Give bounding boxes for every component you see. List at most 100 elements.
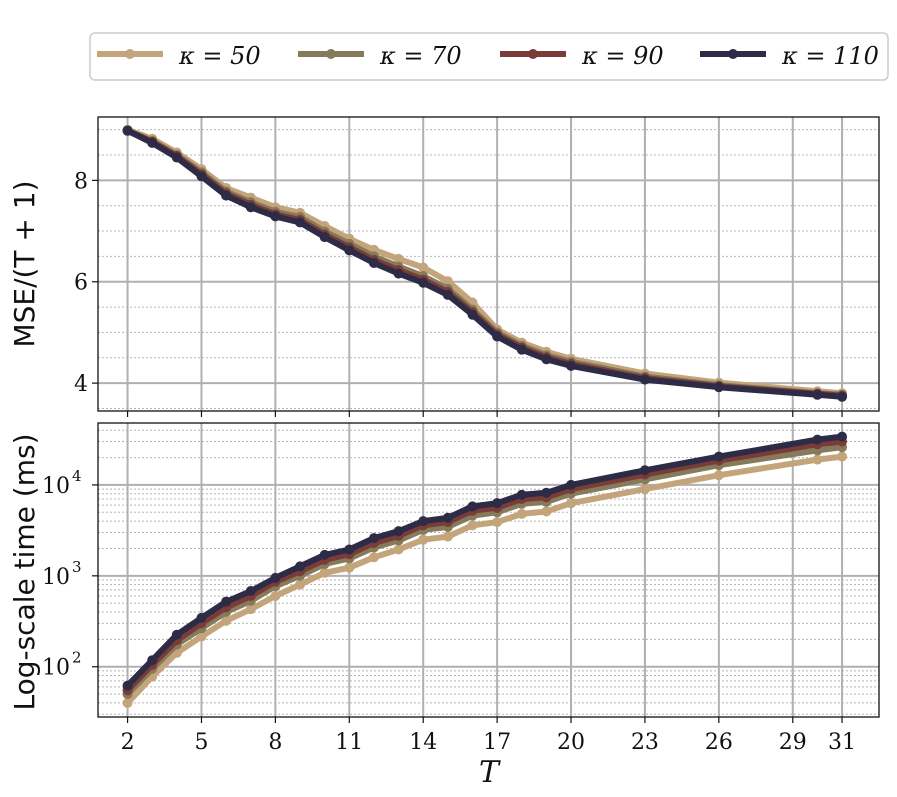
mse-data-point	[393, 268, 404, 279]
time-data-point	[837, 451, 848, 462]
time-data-point	[295, 579, 306, 590]
y-tick-label: 6	[74, 271, 88, 296]
time-data-point	[639, 465, 650, 476]
x-tick-label: 31	[828, 730, 856, 755]
time-data-point	[368, 533, 379, 544]
y-tick-label: 10	[42, 656, 70, 681]
time-data-point	[319, 549, 330, 560]
time-data-point	[541, 506, 552, 517]
mse-data-point	[368, 257, 379, 268]
legend-label: κ = 70	[379, 42, 462, 70]
time-data-point	[713, 470, 724, 481]
time-data-point	[442, 512, 453, 523]
time-data-point	[368, 552, 379, 563]
time-data-point	[344, 562, 355, 573]
time-data-point	[171, 629, 182, 640]
time-data-point	[245, 604, 256, 615]
mse-data-point	[442, 276, 453, 287]
time-data-point	[418, 516, 429, 527]
x-tick-label: 23	[631, 730, 659, 755]
time-data-point	[516, 489, 527, 500]
mse-data-point	[566, 360, 577, 371]
top-plot-frame	[97, 116, 880, 412]
legend-swatch-marker	[528, 49, 538, 59]
time-data-point	[639, 484, 650, 495]
mse-data-point	[516, 344, 527, 355]
x-tick-label: 20	[557, 730, 585, 755]
time-data-point	[393, 526, 404, 537]
time-data-point	[221, 615, 232, 626]
mse-series-line-2	[124, 127, 845, 399]
mse-data-point	[541, 354, 552, 365]
y-tick-exponent: 4	[72, 467, 82, 485]
mse-data-point	[196, 171, 207, 182]
time-data-point	[492, 498, 503, 509]
y-tick-exponent: 2	[72, 649, 82, 667]
legend-box	[89, 32, 889, 81]
mse-data-point	[344, 245, 355, 256]
time-data-point	[467, 501, 478, 512]
time-data-point	[295, 561, 306, 572]
x-tick-label: 2	[121, 730, 135, 755]
time-data-point	[713, 451, 724, 462]
time-data-point	[196, 631, 207, 642]
time-data-point	[393, 544, 404, 555]
y-tick-label: 4	[74, 372, 88, 397]
time-data-point	[516, 508, 527, 519]
time-panel: 10 210 310 42 5 8 11 14 17 20 23 26 29 31	[42, 422, 880, 755]
time-data-point	[566, 479, 577, 490]
x-tick-label: 26	[705, 730, 733, 755]
time-data-point	[541, 487, 552, 498]
time-data-point	[566, 498, 577, 509]
y-tick-label: 10	[42, 474, 70, 499]
mse-data-point	[492, 331, 503, 342]
legend: κ = 50 κ = 70 κ = 90 κ = 110	[89, 32, 889, 81]
time-data-point	[812, 454, 823, 465]
time-data-point	[196, 612, 207, 623]
bottom-plot-frame	[97, 422, 880, 718]
legend-label: κ = 110	[781, 42, 879, 70]
mse-data-point	[147, 137, 158, 148]
time-data-point	[270, 572, 281, 583]
mse-data-point	[393, 253, 404, 264]
legend-swatch-marker	[125, 49, 135, 59]
time-data-point	[319, 567, 330, 578]
y-tick-exponent: 3	[72, 558, 82, 576]
mse-data-point	[837, 391, 848, 402]
legend-swatch-marker	[728, 49, 738, 59]
legend-label: κ = 50	[178, 42, 261, 70]
x-tick-label: 14	[409, 730, 437, 755]
mse-data-point	[442, 289, 453, 300]
x-tick-label: 11	[335, 730, 363, 755]
mse-data-point	[467, 309, 478, 320]
mse-data-point	[171, 152, 182, 163]
time-data-point	[270, 591, 281, 602]
legend-label: κ = 90	[581, 42, 664, 70]
time-data-point	[837, 431, 848, 442]
legend-swatch-marker	[326, 49, 336, 59]
mse-data-point	[295, 217, 306, 228]
mse-data-point	[812, 389, 823, 400]
time-data-point	[812, 434, 823, 445]
mse-series-line-0	[124, 126, 845, 397]
mse-data-point	[418, 262, 429, 273]
time-data-point	[492, 517, 503, 528]
x-axis-label: T	[479, 755, 501, 790]
time-series-line-2	[124, 438, 845, 694]
time-data-point	[418, 534, 429, 545]
mse-data-point	[122, 125, 133, 136]
mse-data-point	[418, 277, 429, 288]
mse-series-line-3	[124, 127, 845, 400]
time-data-point	[467, 520, 478, 531]
mse-data-point	[245, 202, 256, 213]
time-data-point	[122, 680, 133, 691]
top-y-axis-label: MSE/(T + 1)	[8, 180, 41, 347]
x-tick-label: 29	[779, 730, 807, 755]
mse-data-point	[270, 211, 281, 222]
mse-data-point	[221, 190, 232, 201]
time-data-point	[344, 544, 355, 555]
y-tick-label: 8	[74, 169, 88, 194]
time-data-point	[221, 596, 232, 607]
mse-series-line-1	[124, 127, 845, 398]
